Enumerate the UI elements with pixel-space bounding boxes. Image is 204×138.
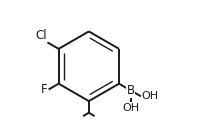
- Text: B: B: [126, 84, 134, 97]
- Text: Cl: Cl: [35, 29, 47, 42]
- Text: OH: OH: [122, 103, 139, 113]
- Text: F: F: [41, 83, 47, 96]
- Text: OH: OH: [141, 91, 158, 101]
